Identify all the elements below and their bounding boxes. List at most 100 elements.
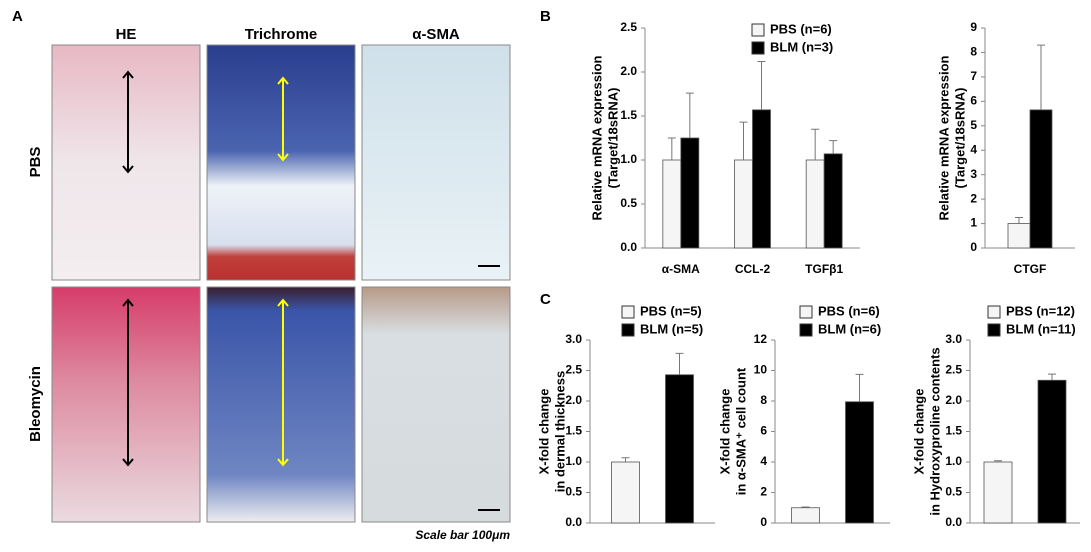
error-bar	[994, 460, 1002, 462]
y-axis-label: in α-SMA⁺ cell count	[733, 367, 748, 495]
y-tick-label: 7	[970, 69, 977, 83]
legend-swatch	[987, 305, 1001, 319]
y-axis-label: (Target/18sRNA)	[605, 88, 620, 189]
thickness-arrow	[277, 298, 289, 467]
legend-label: PBS (n=5)	[640, 303, 702, 318]
bar	[845, 401, 874, 524]
y-axis-label: Relative mRNA expression	[589, 55, 604, 220]
y-tick-label: 0.0	[565, 515, 582, 529]
bar	[791, 507, 820, 524]
legend-swatch	[987, 323, 1001, 337]
y-axis-label: in dermal thickness	[552, 371, 567, 492]
y-tick-label: 4	[970, 142, 977, 156]
legend-swatch	[751, 23, 765, 37]
legend-label: BLM (n=11)	[1006, 321, 1076, 336]
micrograph	[206, 286, 356, 523]
y-tick-label: 2.0	[620, 64, 637, 78]
micrograph	[51, 286, 201, 523]
bar	[823, 153, 843, 249]
y-tick-label: 3.0	[945, 332, 962, 346]
legend-label: PBS (n=6)	[770, 21, 832, 36]
y-tick-label: 0.5	[945, 485, 962, 499]
y-axis-label: in Hydroxyproline contents	[927, 347, 942, 515]
legend-swatch	[621, 323, 635, 337]
y-tick-label: 12	[754, 332, 768, 346]
y-tick-label: 0.5	[565, 485, 582, 499]
panel-label: B	[540, 8, 551, 25]
y-tick-label: 0.0	[620, 240, 637, 254]
error-bar	[667, 137, 676, 160]
legend-label: BLM (n=3)	[770, 39, 833, 54]
thickness-arrow	[122, 298, 134, 467]
column-header: HE	[116, 26, 137, 43]
column-header: Trichrome	[245, 26, 318, 43]
error-bar	[739, 121, 748, 160]
bar	[805, 159, 825, 249]
y-tick-label: 10	[754, 363, 768, 377]
y-tick-label: 4	[760, 454, 767, 468]
x-tick-label: CTGF	[1014, 262, 1047, 276]
y-tick-label: 2.5	[945, 363, 962, 377]
y-axis-label: X-fold change	[717, 389, 732, 475]
legend-label: PBS (n=12)	[1006, 303, 1075, 318]
error-bar	[685, 92, 694, 138]
error-bar	[1037, 44, 1045, 110]
y-tick-label: 2.5	[620, 20, 637, 34]
bar	[611, 461, 640, 524]
y-tick-label: 3	[970, 167, 977, 181]
y-tick-label: 1.5	[945, 424, 962, 438]
y-tick-label: 8	[760, 393, 767, 407]
column-header: α-SMA	[412, 26, 460, 43]
thickness-arrow	[277, 76, 289, 162]
legend-swatch	[799, 323, 813, 337]
y-tick-label: 2.5	[565, 363, 582, 377]
y-tick-label: 0.5	[620, 196, 637, 210]
y-tick-label: 6	[760, 424, 767, 438]
error-bar	[1015, 216, 1023, 224]
scale-bar-label: Scale bar 100μm	[415, 528, 510, 542]
legend-swatch	[621, 305, 635, 319]
row-header: Bleomycin	[27, 366, 44, 442]
error-bar	[855, 373, 864, 402]
bar	[1007, 223, 1031, 249]
micrograph	[361, 44, 511, 281]
panel-label: C	[540, 291, 551, 308]
y-tick-label: 2	[970, 191, 977, 205]
y-tick-label: 3.0	[565, 332, 582, 346]
error-bar	[757, 60, 766, 110]
bar	[1029, 109, 1053, 249]
y-axis-label: X-fold change	[911, 389, 926, 475]
y-tick-label: 0.0	[945, 515, 962, 529]
micrograph	[361, 286, 511, 523]
y-tick-label: 0	[760, 515, 767, 529]
legend-swatch	[751, 41, 765, 55]
error-bar	[1048, 373, 1056, 381]
x-tick-label: α-SMA	[662, 262, 700, 276]
micrograph	[206, 44, 356, 281]
y-tick-label: 1.0	[945, 454, 962, 468]
error-bar	[621, 457, 630, 462]
y-axis-label: (Target/18sRNA)	[952, 88, 967, 189]
bar	[734, 159, 753, 249]
y-axis-label: X-fold change	[536, 389, 551, 475]
y-tick-label: 9	[970, 20, 977, 34]
error-bar	[811, 128, 820, 160]
row-header: PBS	[27, 147, 44, 178]
panel-label: A	[12, 8, 23, 25]
legend-label: BLM (n=6)	[818, 321, 881, 336]
legend-label: BLM (n=5)	[640, 321, 703, 336]
y-tick-label: 2.0	[565, 393, 582, 407]
y-tick-label: 5	[970, 118, 977, 132]
bar	[983, 461, 1013, 524]
legend-swatch	[799, 305, 813, 319]
y-tick-label: 6	[970, 94, 977, 108]
bar	[1037, 379, 1067, 524]
y-tick-label: 2	[760, 485, 767, 499]
bar	[662, 159, 682, 249]
y-tick-label: 8	[970, 45, 977, 59]
y-tick-label: 1.5	[565, 424, 582, 438]
bar	[752, 109, 771, 249]
y-tick-label: 0	[970, 240, 977, 254]
y-tick-label: 1.5	[620, 108, 637, 122]
